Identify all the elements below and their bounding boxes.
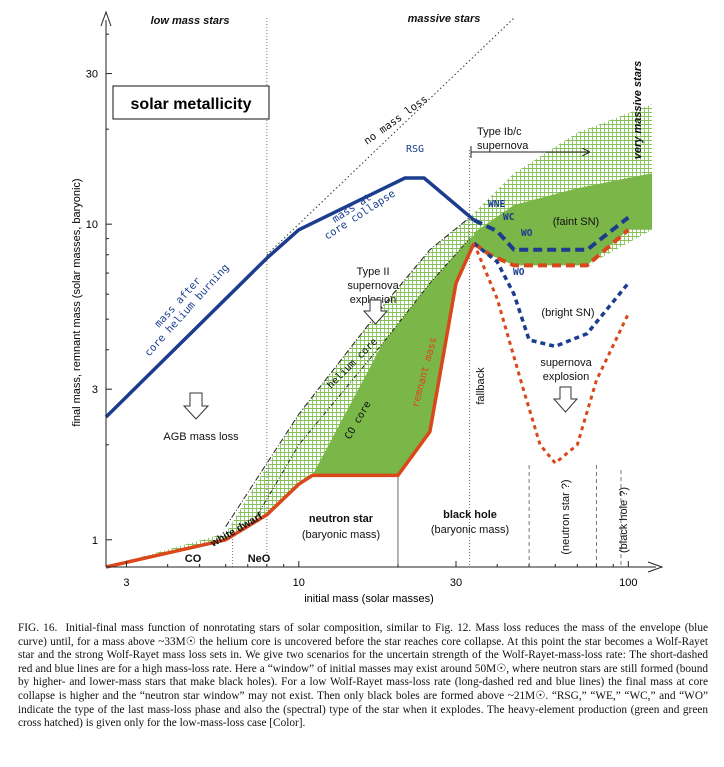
shaded-regions bbox=[106, 104, 652, 567]
y-tick-label: 30 bbox=[86, 69, 98, 81]
x-tick-label: 3 bbox=[123, 577, 129, 589]
x-tick-label: 10 bbox=[293, 577, 305, 589]
label-wo-upper: WO bbox=[521, 228, 533, 239]
label-type-ibc-1: Type Ib/c bbox=[477, 126, 522, 138]
y-axis-arrow-icon bbox=[100, 10, 112, 27]
x-tick-label: 30 bbox=[450, 577, 462, 589]
panel-label-box bbox=[112, 85, 270, 120]
heavy-element-solid-region bbox=[312, 235, 474, 476]
figure-caption: FIG. 16. Initial-final mass function of … bbox=[18, 622, 708, 731]
y-axis-label: final mass, remnant mass (solar masses, … bbox=[71, 178, 83, 426]
series-co-core bbox=[257, 238, 470, 516]
label-type-ibc-2: supernova bbox=[477, 140, 529, 152]
series-envelope-mass bbox=[104, 176, 476, 419]
type-ii-arrow bbox=[362, 299, 389, 325]
axes: 3 10 30 100 1 3 10 30 initial mass (solar masses… bbox=[71, 20, 656, 605]
label-bright-sn: (bright SN) bbox=[541, 307, 594, 319]
series-remnant-mass bbox=[105, 242, 476, 569]
series-low-massloss-remnant bbox=[472, 242, 630, 465]
initial-final-mass-figure: 3 10 30 100 1 3 10 30 initial mass (solar masses… bbox=[71, 10, 664, 605]
caption-text: Initial-final mass function of nonrotati… bbox=[18, 622, 708, 730]
label-type-ii-1: Type II bbox=[356, 266, 389, 278]
data-series bbox=[104, 17, 630, 569]
label-neutron-star-1: neutron star bbox=[309, 513, 374, 525]
label-mass-after-2: core helium burning bbox=[142, 262, 231, 359]
label-wc: WC bbox=[503, 212, 515, 223]
label-neutron-star-2: (baryonic mass) bbox=[302, 529, 380, 541]
x-tick-label: 100 bbox=[619, 577, 637, 589]
y-tick-label: 3 bbox=[92, 384, 98, 396]
label-no-mass-loss: no mass loss bbox=[362, 93, 430, 147]
label-faint-sn: (faint SN) bbox=[553, 216, 599, 228]
series-no-mass-loss bbox=[266, 17, 515, 256]
series-high-massloss-remnant bbox=[472, 228, 630, 268]
panel-label: solar metallicity bbox=[131, 96, 252, 113]
label-co: CO bbox=[185, 553, 202, 565]
label-agb-mass-loss: AGB mass loss bbox=[163, 431, 239, 443]
supernova-arrow bbox=[552, 386, 579, 413]
series-low-massloss-final bbox=[472, 241, 630, 349]
x-axis-arrow-icon bbox=[647, 561, 664, 573]
y-tick-label: 1 bbox=[92, 535, 98, 547]
label-wo-lower: WO bbox=[513, 267, 525, 278]
label-supernova-explosion-2: explosion bbox=[543, 371, 589, 383]
label-black-hole-2: (baryonic mass) bbox=[431, 524, 509, 536]
label-neo: NeO bbox=[248, 553, 271, 565]
series-helium-core bbox=[225, 217, 470, 527]
series-high-massloss-final bbox=[473, 215, 630, 252]
label-black-hole-1: black hole bbox=[443, 509, 497, 521]
label-supernova-explosion-1: supernova bbox=[540, 357, 592, 369]
label-low-mass-stars: low mass stars bbox=[151, 15, 230, 27]
caption-label: FIG. 16. bbox=[18, 622, 58, 634]
label-massive-stars: massive stars bbox=[408, 13, 481, 25]
label-rsg: RSG bbox=[406, 144, 424, 155]
label-very-massive-stars: very massive stars bbox=[632, 61, 644, 159]
agb-arrow bbox=[182, 392, 210, 420]
wolf-rayet-solid-region bbox=[473, 173, 652, 266]
label-type-ii-2: supernova bbox=[347, 280, 399, 292]
label-fallback: fallback bbox=[475, 367, 487, 405]
x-axis-label: initial mass (solar masses) bbox=[304, 593, 434, 605]
y-tick-label: 10 bbox=[86, 219, 98, 231]
label-black-hole-q: (black hole ?) bbox=[618, 487, 630, 553]
label-neutron-star-q: (neutron star ?) bbox=[560, 479, 572, 554]
label-wne: WNE bbox=[488, 199, 505, 210]
